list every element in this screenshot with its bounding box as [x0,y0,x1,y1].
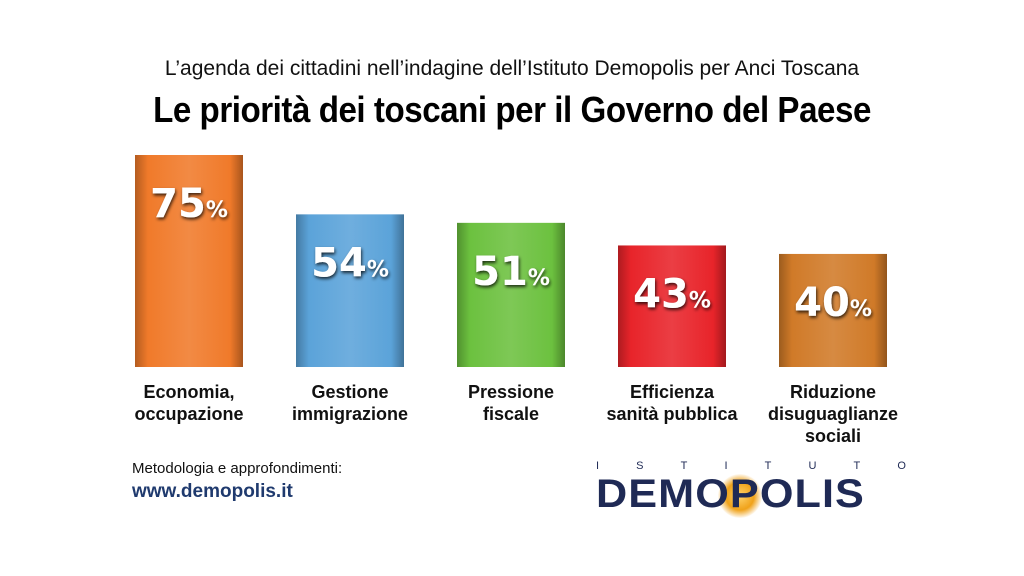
chart-title: Le priorità dei toscani per il Governo d… [153,89,871,130]
category-label-line: Economia, [143,382,235,402]
category-label-line: Riduzione [790,382,876,402]
category-label-5: Riduzione disuguaglianze sociali [748,381,918,447]
category-label-line: fiscale [482,404,540,424]
category-label-line: occupazione [134,404,244,424]
value-label-3: 51% [472,249,550,295]
bar-4 [618,245,726,367]
value-label-1: 75% [150,181,228,227]
value-label-2: 54% [311,240,389,286]
category-label-line: sanità pubblica [606,404,738,424]
logo-sun-icon [718,474,762,518]
chart-subtitle: L’agenda dei cittadini nell’indagine del… [164,57,860,80]
category-label-1: Economia, occupazione [104,381,274,425]
category-label-3: Pressione fiscale [426,381,596,425]
category-label-line: sociali [804,426,862,446]
bar-3 [457,222,565,367]
value-label-5: 40% [794,280,872,326]
bar-1 [135,155,243,367]
bar-5 [779,253,887,367]
category-label-line: disuguaglianze [767,404,899,424]
category-label-line: Gestione [311,382,389,402]
methodology-label: Metodologia e approfondimenti: [132,460,343,477]
bar-2 [296,214,404,367]
logo-main-text: DEMOPOLIS [596,472,865,516]
category-label-4: Efficienza sanità pubblica [587,381,757,425]
value-label-4: 43% [633,271,711,317]
category-label-line: Pressione [467,382,555,402]
category-label-2: Gestione immigrazione [265,381,435,425]
category-label-line: Efficienza [629,382,715,402]
category-label-line: immigrazione [291,404,409,424]
website-link[interactable]: www.demopolis.it [132,481,293,502]
